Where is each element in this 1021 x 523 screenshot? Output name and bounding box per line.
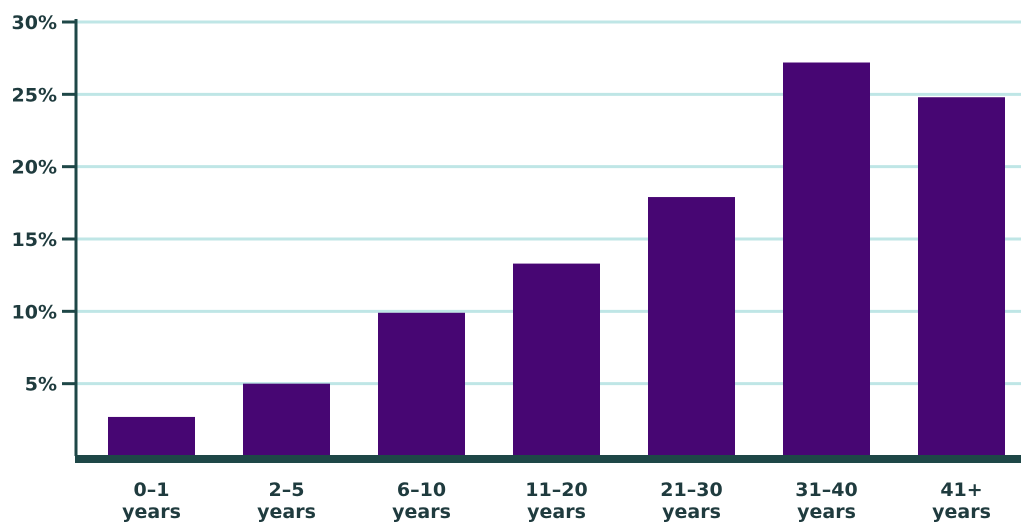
x-category-label: 41+	[940, 479, 982, 501]
bars	[108, 62, 1005, 457]
x-category-label-unit: years	[797, 501, 856, 523]
y-tick-label: 5%	[25, 374, 57, 396]
x-category-label: 31–40	[795, 479, 857, 501]
x-category-label: 0–1	[134, 479, 170, 501]
y-tick-label: 15%	[12, 229, 57, 251]
y-tick-label: 30%	[12, 12, 57, 34]
bar	[783, 62, 870, 457]
y-tick-label: 20%	[12, 157, 57, 179]
axes	[62, 19, 1021, 463]
x-category-label-unit: years	[527, 501, 586, 523]
bar	[513, 263, 600, 456]
y-tick-labels: 5% 10% 15% 20% 25% 30%	[12, 12, 57, 396]
y-tick-label: 25%	[12, 84, 57, 106]
x-category-label: 6–10	[397, 479, 446, 501]
x-category-labels: 0–1years2–5years6–10years11–20years21–30…	[122, 479, 991, 523]
bar	[243, 383, 330, 456]
x-category-label-unit: years	[662, 501, 721, 523]
x-category-label: 2–5	[269, 479, 305, 501]
x-category-label-unit: years	[122, 501, 181, 523]
x-category-label: 11–20	[525, 479, 587, 501]
bar	[648, 197, 735, 456]
bar	[108, 416, 195, 456]
x-category-label-unit: years	[932, 501, 991, 523]
x-category-label: 21–30	[660, 479, 722, 501]
bar	[378, 312, 465, 456]
x-category-label-unit: years	[392, 501, 451, 523]
x-axis-line	[75, 455, 1021, 463]
bar	[918, 97, 1005, 456]
x-category-label-unit: years	[257, 501, 316, 523]
y-tick-label: 10%	[12, 301, 57, 323]
